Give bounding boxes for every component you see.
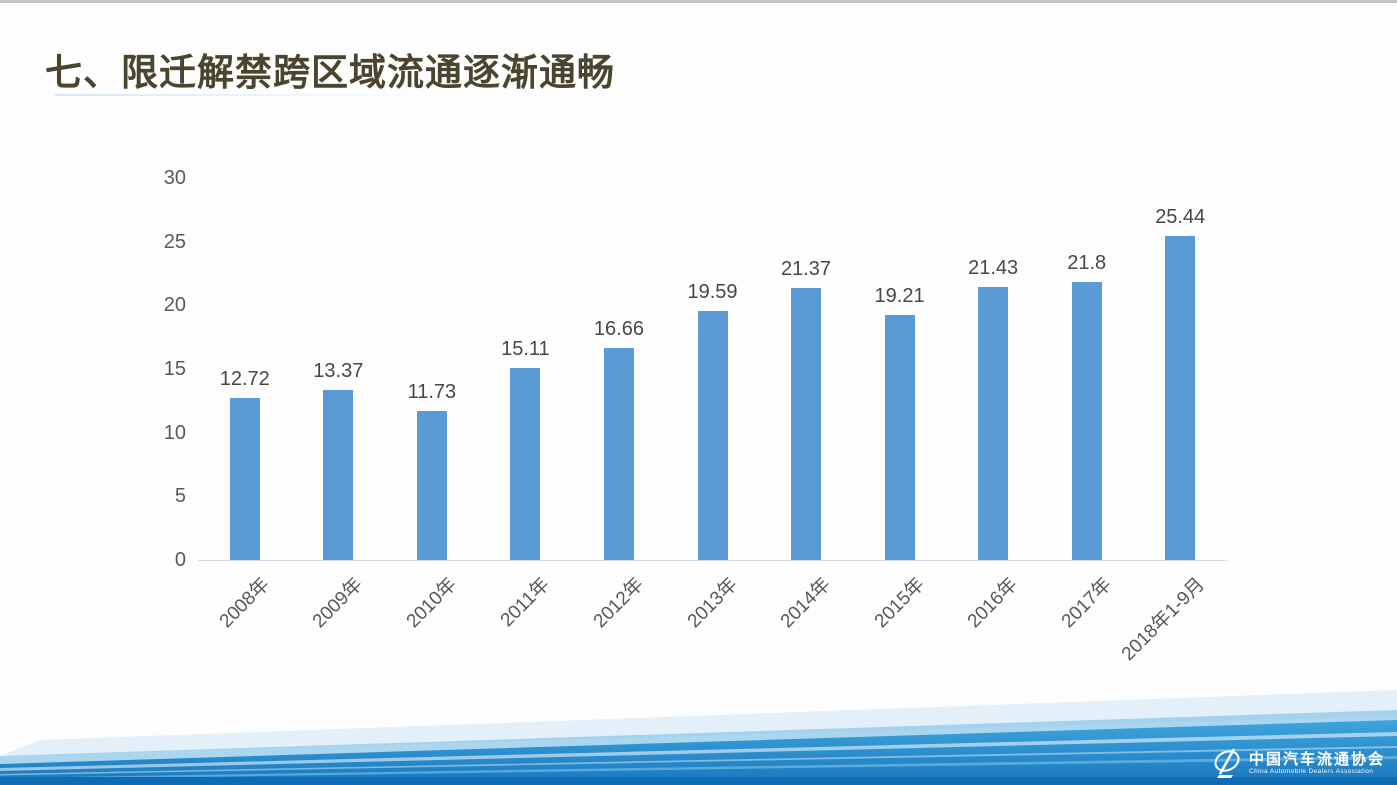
bar-2016年 [978, 287, 1009, 560]
x-axis-line [198, 560, 1227, 561]
bar-2011年 [510, 367, 541, 560]
page-title: 七、限迁解禁跨区域流通逐渐通畅 [45, 52, 615, 93]
bar-value-label: 25.44 [1155, 206, 1206, 229]
bar-value-label: 19.21 [874, 285, 925, 308]
bar-value-label: 15.11 [501, 337, 550, 360]
y-axis-tick-label: 10 [163, 421, 186, 444]
bar-value-label: 11.73 [407, 380, 457, 403]
bar-value-label: 13.37 [313, 359, 364, 382]
bar-value-label: 16.66 [593, 317, 644, 340]
bar-2010年 [416, 410, 447, 560]
footer-logo: 中国汽车流通协会 China Automobile Dealers Associ… [1211, 747, 1385, 779]
bar-value-label: 21.8 [1067, 252, 1107, 275]
logo-text-cn: 中国汽车流通协会 [1248, 750, 1385, 768]
bar-value-label: 21.37 [781, 257, 832, 280]
bar-2009年 [323, 389, 354, 560]
bar-2015年 [884, 315, 915, 560]
bar-2008年 [229, 398, 260, 560]
top-border-strip [0, 0, 1397, 3]
y-axis-tick-label: 20 [163, 294, 186, 317]
bar-value-label: 21.43 [968, 257, 1019, 280]
bar-2012年 [603, 347, 634, 560]
y-axis-tick-label: 5 [174, 485, 186, 508]
logo-text-block: 中国汽车流通协会 China Automobile Dealers Associ… [1249, 751, 1385, 776]
bar-2017年 [1071, 282, 1102, 560]
bar-2013年 [697, 310, 728, 560]
cada-logo-icon [1214, 748, 1240, 778]
y-axis-tick-label: 25 [163, 230, 186, 253]
title-underline [55, 94, 445, 96]
logo-text-en: China Automobile Dealers Association [1248, 767, 1374, 775]
bar-2014年 [791, 287, 822, 560]
bar-value-label: 12.72 [219, 368, 270, 391]
y-axis-tick-label: 0 [174, 549, 186, 571]
bar-chart: 0 5 10 15 20 25 30 12.72 2008年 13.37 2009年 11.73 201… [163, 167, 1227, 665]
bar-value-label: 19.59 [687, 280, 738, 303]
y-axis-tick-label: 15 [163, 358, 186, 380]
bar-2018年1-9月 [1165, 236, 1196, 560]
y-axis-tick-label: 30 [163, 167, 186, 189]
footer-wave-decoration [0, 690, 1397, 785]
